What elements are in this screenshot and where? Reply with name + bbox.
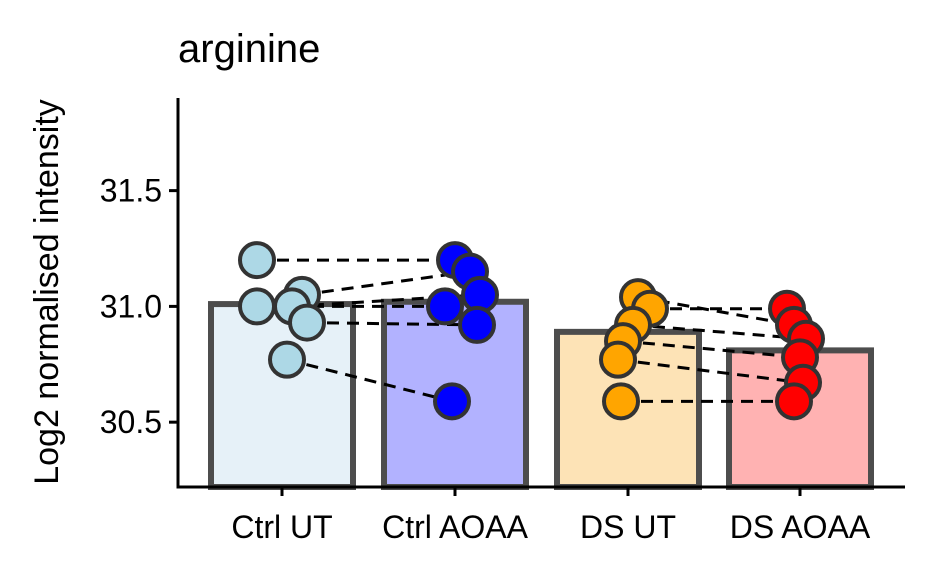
y-axis-label: Log2 normalised intensity — [28, 99, 66, 485]
x-tick-label: DS UT — [580, 509, 676, 545]
y-tick-label: 31.0 — [100, 288, 162, 324]
x-tick-label: DS AOAA — [730, 509, 871, 545]
pair-line — [291, 293, 481, 308]
pair-line — [632, 323, 807, 341]
data-point — [288, 303, 326, 342]
chart-title: arginine — [178, 27, 320, 71]
data-point — [775, 382, 813, 421]
pair-line — [617, 358, 804, 385]
data-point — [433, 382, 471, 421]
data-point — [238, 241, 276, 280]
x-tick-label: Ctrl UT — [231, 509, 332, 545]
pair-line — [622, 339, 801, 359]
bar-ctrl-ut — [208, 301, 356, 491]
data-point — [268, 340, 306, 379]
pair-line — [301, 270, 471, 297]
y-tick-label: 30.5 — [100, 404, 162, 440]
data-point — [599, 340, 637, 379]
data-point — [602, 382, 640, 421]
y-tick-label: 31.5 — [100, 173, 162, 209]
data-point — [238, 287, 276, 326]
axes-layer: 30.5 31.0 31.5 Ctrl UT Ctrl AOAA DS UT DS AOAA — [100, 98, 905, 545]
pair-line — [286, 358, 453, 403]
x-tick-label: Ctrl AOAA — [382, 509, 528, 545]
points-layer — [238, 241, 825, 421]
data-point — [458, 305, 496, 344]
data-point — [426, 287, 464, 326]
